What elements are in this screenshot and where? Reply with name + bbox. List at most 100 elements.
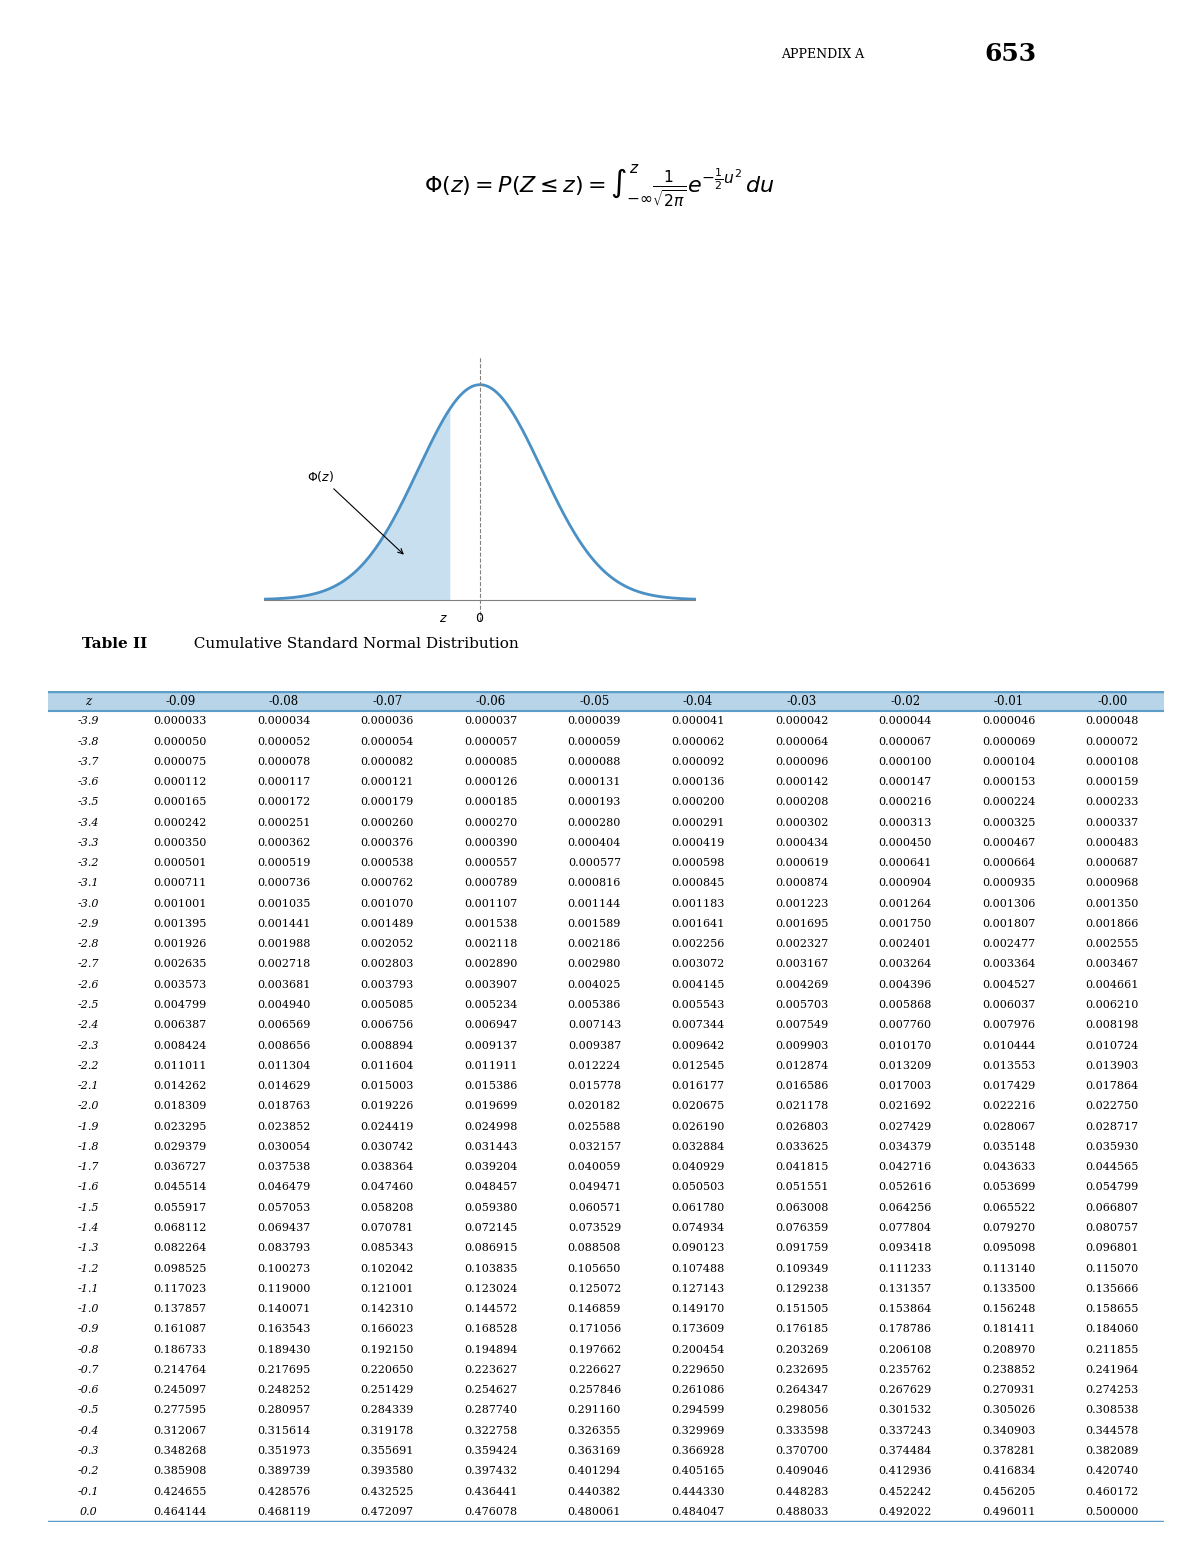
Text: 0.080757: 0.080757 [1086, 1224, 1139, 1233]
Text: -0.9: -0.9 [78, 1325, 98, 1334]
Text: 0.077804: 0.077804 [878, 1224, 931, 1233]
Text: 0.000577: 0.000577 [568, 859, 620, 868]
Text: 0.000935: 0.000935 [982, 879, 1036, 888]
Text: 0.005386: 0.005386 [568, 1000, 622, 1009]
Text: 0.186733: 0.186733 [154, 1345, 206, 1354]
Text: 0.070781: 0.070781 [361, 1224, 414, 1233]
Text: 0.026803: 0.026803 [775, 1121, 828, 1132]
Text: 0.409046: 0.409046 [775, 1466, 828, 1477]
Text: 0.002052: 0.002052 [360, 940, 414, 949]
Text: 0.024419: 0.024419 [360, 1121, 414, 1132]
Text: 0.001223: 0.001223 [775, 899, 828, 909]
Text: 0.000082: 0.000082 [360, 756, 414, 767]
Text: 0.000216: 0.000216 [878, 797, 931, 808]
Text: 0.005234: 0.005234 [464, 1000, 517, 1009]
Text: 0.098525: 0.098525 [154, 1264, 206, 1273]
Text: 0.036727: 0.036727 [154, 1162, 206, 1173]
Text: 0.211855: 0.211855 [1086, 1345, 1139, 1354]
Text: 0.000069: 0.000069 [982, 736, 1036, 747]
Text: 0.203269: 0.203269 [775, 1345, 828, 1354]
Text: 0.214764: 0.214764 [154, 1365, 206, 1374]
Text: 0.460172: 0.460172 [1086, 1486, 1139, 1497]
Text: 0.003167: 0.003167 [775, 960, 828, 969]
Text: 0.000126: 0.000126 [464, 776, 517, 787]
Text: 0.113140: 0.113140 [982, 1264, 1036, 1273]
Text: 0.059380: 0.059380 [464, 1202, 517, 1213]
Text: -1.1: -1.1 [78, 1284, 98, 1294]
Text: 0.000165: 0.000165 [154, 797, 206, 808]
Text: 0.009137: 0.009137 [464, 1041, 517, 1050]
Text: 0.065522: 0.065522 [982, 1202, 1036, 1213]
Text: 0.061780: 0.061780 [671, 1202, 725, 1213]
Text: -1.2: -1.2 [78, 1264, 98, 1273]
Text: 0.017864: 0.017864 [1086, 1081, 1139, 1092]
Text: 0.010444: 0.010444 [982, 1041, 1036, 1050]
Text: 0.220650: 0.220650 [360, 1365, 414, 1374]
Text: 0.173609: 0.173609 [671, 1325, 725, 1334]
Text: 0.005703: 0.005703 [775, 1000, 828, 1009]
Text: -0.08: -0.08 [269, 694, 299, 708]
Text: 0.049471: 0.049471 [568, 1182, 622, 1193]
Text: 0.000153: 0.000153 [982, 776, 1036, 787]
Text: 0.264347: 0.264347 [775, 1385, 828, 1395]
Text: 0.000711: 0.000711 [154, 879, 206, 888]
Text: 0.038364: 0.038364 [360, 1162, 414, 1173]
Text: 0.000598: 0.000598 [671, 859, 725, 868]
Text: 0.002890: 0.002890 [464, 960, 517, 969]
Text: 0.021692: 0.021692 [878, 1101, 931, 1112]
Text: 0.000404: 0.000404 [568, 839, 622, 848]
Text: 0.028067: 0.028067 [982, 1121, 1036, 1132]
Text: 0.030742: 0.030742 [361, 1141, 414, 1152]
Text: -2.4: -2.4 [78, 1020, 98, 1030]
Text: 0.137857: 0.137857 [154, 1305, 206, 1314]
Text: 0.000362: 0.000362 [257, 839, 311, 848]
Text: 0.393580: 0.393580 [360, 1466, 414, 1477]
Text: -1.4: -1.4 [78, 1224, 98, 1233]
Text: 0.000062: 0.000062 [671, 736, 725, 747]
Text: 0.028717: 0.028717 [1086, 1121, 1139, 1132]
Text: 0.000041: 0.000041 [671, 716, 725, 727]
Text: 0.000048: 0.000048 [1086, 716, 1139, 727]
Text: 0.009903: 0.009903 [775, 1041, 828, 1050]
Text: 0.189430: 0.189430 [257, 1345, 311, 1354]
Text: 0.235762: 0.235762 [878, 1365, 931, 1374]
Text: 0.008894: 0.008894 [360, 1041, 414, 1050]
Text: 0.001107: 0.001107 [464, 899, 517, 909]
Text: 0.107488: 0.107488 [671, 1264, 725, 1273]
Text: 0.000450: 0.000450 [878, 839, 931, 848]
Text: 0.274253: 0.274253 [1086, 1385, 1139, 1395]
Text: 0.000054: 0.000054 [360, 736, 414, 747]
Text: 0.021178: 0.021178 [775, 1101, 828, 1112]
Text: -1.3: -1.3 [78, 1244, 98, 1253]
Text: -2.9: -2.9 [78, 919, 98, 929]
Text: 0.000538: 0.000538 [360, 859, 414, 868]
Text: 0.000337: 0.000337 [1086, 817, 1139, 828]
Text: 0.057053: 0.057053 [257, 1202, 311, 1213]
Text: 0.046479: 0.046479 [257, 1182, 311, 1193]
Text: 0.017429: 0.017429 [982, 1081, 1036, 1092]
Text: 0.484047: 0.484047 [671, 1506, 725, 1517]
Text: 0.337243: 0.337243 [878, 1426, 931, 1435]
Text: 0.000131: 0.000131 [568, 776, 622, 787]
Text: 0.069437: 0.069437 [257, 1224, 311, 1233]
Text: 0.047460: 0.047460 [361, 1182, 414, 1193]
Text: 0.010724: 0.010724 [1086, 1041, 1139, 1050]
Text: 0.000072: 0.000072 [1086, 736, 1139, 747]
Text: 0.428576: 0.428576 [257, 1486, 311, 1497]
Text: 0.000251: 0.000251 [257, 817, 311, 828]
Text: 0.444330: 0.444330 [671, 1486, 725, 1497]
Text: 0.004661: 0.004661 [1086, 980, 1139, 989]
Text: 0.000519: 0.000519 [257, 859, 311, 868]
Text: 0.109349: 0.109349 [775, 1264, 828, 1273]
Text: 0.251429: 0.251429 [360, 1385, 414, 1395]
Text: 0.041815: 0.041815 [775, 1162, 828, 1173]
Text: -0.4: -0.4 [78, 1426, 98, 1435]
Text: 0.257846: 0.257846 [568, 1385, 622, 1395]
Text: 0.000270: 0.000270 [464, 817, 517, 828]
Text: 0.002118: 0.002118 [464, 940, 517, 949]
Text: 0.0: 0.0 [79, 1506, 97, 1517]
Text: 0.004396: 0.004396 [878, 980, 931, 989]
Text: 0.009642: 0.009642 [671, 1041, 725, 1050]
Text: 0.000078: 0.000078 [257, 756, 311, 767]
Text: 0.344578: 0.344578 [1086, 1426, 1139, 1435]
